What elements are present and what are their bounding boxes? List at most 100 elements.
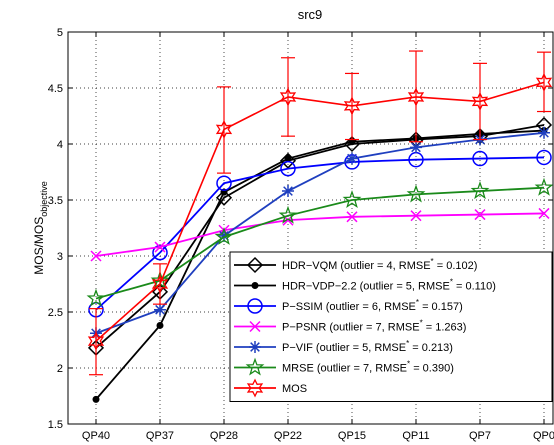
legend-label-text: HDR−VQM (outlier = 4, RMSE: [282, 260, 431, 272]
data-point: [282, 185, 294, 198]
x-tick-label: QP15: [338, 430, 366, 442]
data-point: [284, 155, 292, 163]
legend-marker: [246, 378, 264, 398]
x-tick-label: QP11: [402, 430, 429, 442]
y-axis-label-main: MOS/MOS: [32, 217, 46, 275]
legend-label: P−SSIM (outlier = 6, RMSE* = 0.157): [282, 298, 463, 313]
legend-label-value: = 1.263): [423, 322, 467, 334]
data-point: [280, 160, 296, 177]
x-axis: QP40 QP37 QP28 QP22 QP15 QP11 QP7 QP0: [82, 32, 554, 442]
data-point: [154, 303, 166, 316]
legend-marker: [251, 282, 259, 289]
y-axis-label: MOS/MOSobjective: [32, 181, 49, 275]
data-point: [538, 207, 550, 219]
legend-marker: [249, 320, 261, 333]
legend-box: [229, 251, 553, 402]
y-tick-label: 4.5: [48, 83, 63, 95]
data-point: [534, 177, 554, 196]
data-point: [216, 175, 232, 191]
legend-superscript: *: [450, 278, 453, 287]
x-tick-label: QP28: [210, 430, 238, 442]
series-line: [95, 186, 545, 300]
data-point: [218, 229, 230, 242]
data-point: [343, 96, 361, 116]
legend-label-text: MRSE (outlier = 7, RMSE: [282, 363, 407, 375]
legend-marker: [247, 298, 263, 314]
legend-entry: MOS: [234, 378, 307, 398]
x-tick-label: QP37: [146, 430, 174, 442]
x-tick-label: QP0: [533, 430, 554, 442]
data-point: [407, 87, 425, 107]
legend-entry: P−SSIM (outlier = 6, RMSE* = 0.157): [234, 298, 463, 314]
data-point: [535, 72, 553, 92]
data-point: [215, 119, 233, 139]
series-line: [95, 131, 545, 335]
legend-label-value: = 0.157): [419, 301, 463, 313]
legend-superscript: *: [406, 339, 409, 348]
series-mos: [87, 50, 553, 376]
chart-title: src9: [298, 7, 323, 22]
data-point: [410, 210, 422, 222]
legend-label: P−VIF (outlier = 5, RMSE* = 0.213): [282, 339, 453, 354]
legend-label-text: HDR−VDP−2.2 (outlier = 5, RMSE: [282, 281, 450, 293]
series-line: [95, 212, 545, 257]
data-point: [406, 184, 426, 203]
legend-label-text: MOS: [282, 383, 307, 395]
x-tick-label: QP7: [469, 430, 491, 442]
legend-superscript: *: [416, 298, 419, 307]
legend-label-text: P−VIF (outlier = 5, RMSE: [282, 342, 406, 354]
legend-marker: [245, 357, 265, 376]
data-point: [470, 181, 490, 200]
series-line: [95, 156, 545, 311]
series-p-ssim: [88, 149, 552, 318]
data-point: [214, 227, 234, 245]
data-point: [536, 149, 552, 166]
y-tick-label: 2: [57, 363, 63, 375]
data-point: [410, 141, 422, 154]
data-point: [156, 321, 164, 329]
x-tick-label: QP22: [274, 430, 302, 442]
data-point: [538, 126, 550, 139]
data-point: [92, 395, 100, 403]
data-point: [86, 288, 106, 307]
y-axis: 1.5 2 2.5 3 3.5 4 4.5 5: [48, 27, 553, 431]
data-point: [215, 189, 233, 206]
data-point: [90, 250, 102, 262]
legend-entry: P−PSNR (outlier = 7, RMSE* = 1.263): [234, 319, 466, 334]
legend: HDR−VQM (outlier = 4, RMSE* = 0.102)HDR−…: [229, 251, 553, 402]
legend-label: MOS: [282, 383, 307, 395]
data-point: [346, 211, 358, 223]
legend-entry: HDR−VQM (outlier = 4, RMSE* = 0.102): [234, 256, 478, 274]
plot-frame: [67, 31, 554, 425]
x-tick-label: QP40: [82, 430, 110, 442]
data-point: [154, 241, 166, 253]
legend-label-value: = 0.213): [409, 342, 453, 354]
data-point: [474, 209, 486, 221]
series-line: [95, 81, 545, 342]
legend-entry: HDR−VDP−2.2 (outlier = 5, RMSE* = 0.110): [234, 278, 496, 293]
legend-label-value: = 0.102): [434, 260, 478, 272]
legend-label-value: = 0.390): [410, 363, 454, 375]
legend-label: HDR−VDP−2.2 (outlier = 5, RMSE* = 0.110): [282, 278, 496, 293]
data-point: [471, 91, 489, 111]
y-tick-label: 3.5: [48, 195, 63, 207]
y-tick-label: 5: [57, 27, 63, 39]
data-point: [342, 190, 362, 209]
y-tick-label: 3: [57, 251, 63, 263]
legend-label-value: = 0.110): [453, 281, 496, 293]
y-tick-label: 1.5: [48, 419, 63, 431]
series-line: [95, 124, 545, 349]
data-point: [278, 205, 298, 224]
series-layer: [86, 50, 554, 403]
data-point: [151, 274, 169, 294]
legend-entry: MRSE (outlier = 7, RMSE* = 0.390): [234, 357, 454, 376]
y-tick-label: 2.5: [48, 307, 63, 319]
data-point: [346, 152, 358, 165]
data-point: [472, 150, 488, 167]
legend-label: P−PSNR (outlier = 7, RMSE* = 1.263): [282, 319, 466, 334]
legend-entry: P−VIF (outlier = 5, RMSE* = 0.213): [234, 339, 453, 354]
legend-label-text: P−PSNR (outlier = 7, RMSE: [282, 322, 420, 334]
legend-label: MRSE (outlier = 7, RMSE* = 0.390): [282, 360, 454, 375]
legend-superscript: *: [407, 360, 410, 369]
